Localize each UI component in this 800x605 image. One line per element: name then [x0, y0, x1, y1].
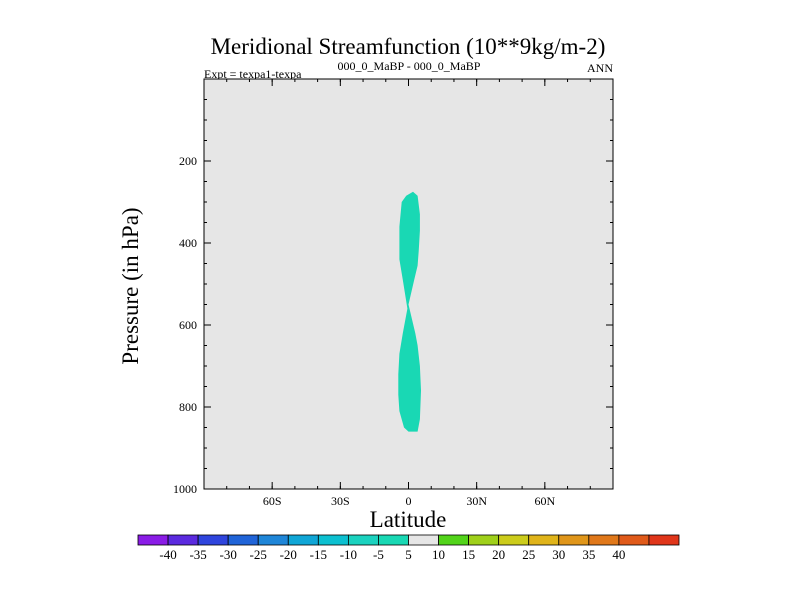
colorbar-label: 20 — [492, 547, 505, 562]
colorbar-swatch — [588, 534, 620, 546]
colorbar-label: 5 — [405, 547, 412, 562]
colorbar-swatch — [438, 534, 470, 546]
colorbar-swatch — [618, 534, 650, 546]
y-tick-label: 200 — [179, 154, 197, 168]
colorbar-swatch — [257, 534, 289, 546]
x-tick-label: 60N — [534, 494, 555, 508]
colorbar-label: -5 — [373, 547, 384, 562]
colorbar-swatch — [227, 534, 259, 546]
colorbar-label: -40 — [159, 547, 176, 562]
colorbar-label: -35 — [189, 547, 206, 562]
colorbar-label: -20 — [280, 547, 297, 562]
x-tick-label: 60S — [263, 494, 282, 508]
colorbar-label: 10 — [432, 547, 445, 562]
x-tick-label: 0 — [406, 494, 412, 508]
y-tick-label: 600 — [179, 318, 197, 332]
x-axis-label: Latitude — [370, 507, 447, 532]
chart-subtitle-right: ANN — [587, 61, 613, 75]
colorbar-swatch — [317, 534, 349, 546]
colorbar-label: 25 — [522, 547, 535, 562]
colorbar-label: -30 — [219, 547, 236, 562]
colorbar-swatch — [347, 534, 379, 546]
colorbar-label: 35 — [582, 547, 595, 562]
colorbar: -40 -35 -30 -25 -20 -15 -10 -5 5 10 15 20 25 30 35 40 — [137, 534, 680, 562]
colorbar-swatch — [528, 534, 560, 546]
colorbar-swatch — [378, 534, 409, 546]
colorbar-swatch — [167, 534, 199, 546]
chart-title: Meridional Streamfunction (10**9kg/m-2) — [211, 34, 606, 59]
colorbar-label: -25 — [250, 547, 267, 562]
colorbar-label: 15 — [462, 547, 475, 562]
y-tick-label: 1000 — [173, 482, 197, 496]
colorbar-swatch — [498, 534, 530, 546]
chart-subtitle-center: 000_0_MaBP - 000_0_MaBP — [338, 59, 481, 73]
x-tick-label: 30N — [466, 494, 487, 508]
colorbar-swatch — [137, 534, 169, 546]
colorbar-swatch — [287, 534, 319, 546]
colorbar-label: 30 — [552, 547, 565, 562]
plot-area — [204, 79, 613, 489]
axes: 200 400 600 800 1000 60S 30S 0 30N 60N — [173, 78, 614, 508]
y-tick-label: 400 — [179, 236, 197, 250]
contour-fill — [398, 191, 421, 432]
colorbar-swatch — [468, 534, 500, 546]
colorbar-swatch — [558, 534, 590, 546]
colorbar-label: 40 — [612, 547, 625, 562]
colorbar-swatch — [408, 534, 439, 546]
y-tick-label: 800 — [179, 400, 197, 414]
colorbar-label: -15 — [310, 547, 327, 562]
x-tick-label: 30S — [331, 494, 350, 508]
colorbar-label: -10 — [340, 547, 357, 562]
colorbar-swatch — [648, 534, 680, 546]
colorbar-swatch — [197, 534, 229, 546]
y-axis-label: Pressure (in hPa) — [118, 207, 143, 364]
chart-subtitle-left: Expt = texpa1-texpa — [204, 67, 302, 81]
